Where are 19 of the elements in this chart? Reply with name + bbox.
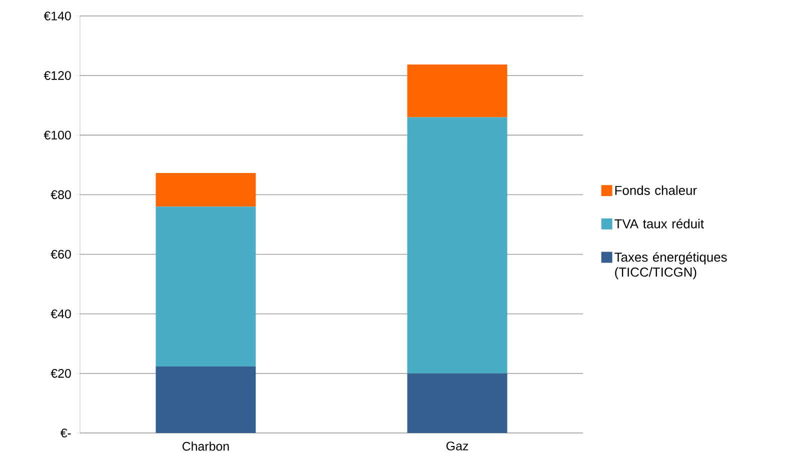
y-tick-label: €100 bbox=[44, 130, 71, 140]
legend-label: Fonds chaleur bbox=[615, 185, 697, 195]
bar bbox=[407, 64, 508, 118]
bar bbox=[156, 366, 256, 433]
legend-label: TVA taux réduit bbox=[614, 218, 704, 228]
x-tick-label: Charbon bbox=[182, 442, 229, 451]
y-tick-label: €40 bbox=[50, 309, 71, 318]
bar bbox=[407, 117, 508, 374]
y-tick-label: €20 bbox=[50, 369, 71, 378]
bar bbox=[156, 172, 256, 207]
y-tick-label: €60 bbox=[50, 250, 71, 259]
y-tick-label: €80 bbox=[50, 190, 71, 200]
y-tick-label: €- bbox=[60, 428, 71, 438]
y-tick-label: €140 bbox=[44, 12, 71, 20]
y-tick-label: €120 bbox=[44, 71, 71, 80]
legend-label: Taxes énergétiques (TICC/TICGN) bbox=[614, 252, 727, 280]
x-tick-label: Gaz bbox=[446, 442, 468, 450]
bar bbox=[156, 206, 256, 367]
bar bbox=[407, 373, 508, 433]
